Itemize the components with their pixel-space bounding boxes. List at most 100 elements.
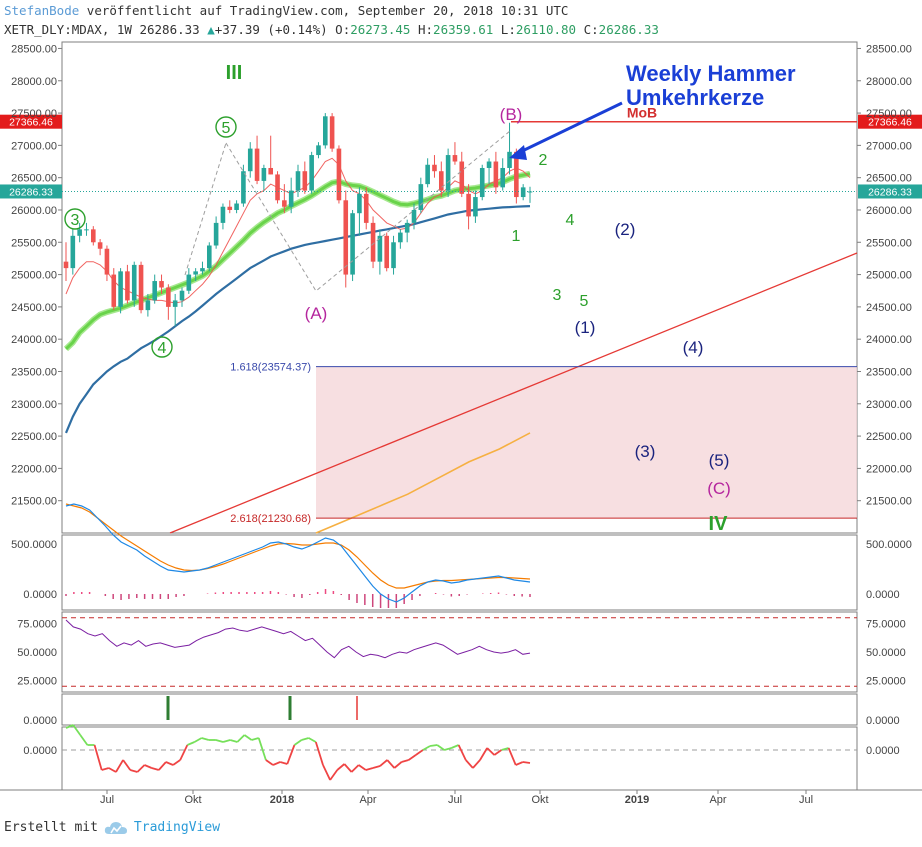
wave-label-green: 1 — [512, 228, 521, 245]
last-price-tag-right — [858, 184, 922, 199]
candle-body — [282, 200, 287, 207]
wave-label-navy: (3) — [635, 442, 656, 461]
candle-body — [186, 274, 192, 291]
pane-4-tick-left: 0.0000 — [23, 745, 57, 757]
candle-body — [63, 261, 69, 269]
oscillator-segment — [201, 737, 210, 741]
pane-2-tick-right: 25.0000 — [866, 676, 906, 688]
candle-body — [452, 155, 458, 162]
oscillator-segment — [279, 761, 288, 765]
candle-body — [432, 164, 437, 172]
change-arrow-icon: ▲ — [207, 22, 215, 37]
oscillator-segment — [515, 761, 524, 766]
y-tick-label-left: 23000.00 — [11, 399, 57, 411]
tradingview-brand[interactable]: TradingView — [133, 820, 221, 835]
wave-label-iii: III — [226, 62, 243, 84]
y-tick-label-left: 23500.00 — [11, 366, 57, 378]
oscillator-segment — [115, 759, 124, 773]
pane-1-tick-left: 0.0000 — [23, 589, 57, 601]
oscillator-segment — [322, 764, 331, 781]
candle-body — [206, 245, 212, 269]
y-tick-label-right: 26500.00 — [866, 173, 912, 185]
oscillator-segment — [358, 764, 367, 771]
last-price-tag-text-left: 26286.33 — [9, 186, 53, 198]
oscillator-segment — [130, 769, 138, 773]
y-tick-label-left: 26000.00 — [11, 205, 57, 217]
candle-body — [302, 171, 308, 191]
wave-label-green: 3 — [553, 287, 562, 304]
last-price-tag-text-right: 26286.33 — [868, 186, 912, 198]
oscillator-segment — [222, 739, 231, 743]
mob-price-tag-text-right: 27366.46 — [868, 117, 912, 129]
candle-body — [70, 235, 76, 269]
candle-body — [493, 161, 499, 188]
mob-price-tag-right — [858, 114, 922, 129]
candle-body — [370, 222, 376, 262]
candle-body — [172, 300, 178, 307]
created-with-label: Erstellt mit — [4, 820, 98, 835]
fib-zone — [316, 366, 857, 519]
pane-1-tick-right: 500.0000 — [866, 539, 912, 551]
oscillator-segment — [379, 759, 388, 767]
fib-2618-label: 2.618(21230.68) — [230, 513, 311, 525]
y-tick-label-right: 23000.00 — [866, 399, 912, 411]
candle-body — [520, 187, 526, 198]
wave-label-navy: (2) — [615, 220, 636, 239]
oscillator-segment — [108, 767, 117, 773]
oscillator-segment — [172, 759, 181, 766]
y-tick-label-left: 26500.00 — [11, 173, 57, 185]
annotation-arrow-shaft — [515, 101, 623, 156]
pane-frame-1 — [61, 534, 858, 611]
oscillator-segment — [343, 763, 353, 773]
candle-body — [404, 222, 410, 233]
oscillator-segment — [401, 759, 409, 763]
candle-body — [241, 171, 246, 204]
oscillator-segment — [422, 745, 431, 751]
wave-label-iv: IV — [709, 513, 729, 535]
candle-body — [322, 116, 328, 146]
wave-label-magenta: (C) — [707, 479, 731, 498]
y-tick-label-right: 22500.00 — [866, 431, 912, 443]
y-tick-label-left: 22000.00 — [11, 463, 57, 475]
candle-body — [425, 164, 430, 185]
footer: Erstellt mit TradingView — [4, 820, 220, 835]
candle-body — [234, 203, 239, 210]
candle-body — [479, 167, 485, 198]
candle-body — [118, 271, 123, 307]
oscillator-segment — [215, 739, 224, 743]
candle-body — [145, 300, 151, 311]
mob-price-tag-left — [0, 114, 62, 129]
candle-body — [350, 213, 355, 275]
pane-2-tick-right: 75.0000 — [866, 618, 906, 630]
author-link[interactable]: StefanBode — [4, 3, 80, 18]
candle-body — [391, 242, 396, 269]
y-tick-label-right: 24000.00 — [866, 334, 912, 346]
oscillator-segment — [444, 747, 452, 751]
oscillator-segment — [507, 747, 517, 766]
oscillator-segment — [236, 734, 246, 743]
y-tick-label-right: 27500.00 — [866, 108, 912, 120]
candle-body — [438, 171, 444, 191]
candle-body — [193, 271, 198, 275]
candle-body — [90, 229, 96, 243]
chart-canvas[interactable]: MoB 27366.46 27366.46 1.618(23574.37) 2.618(… — [0, 0, 922, 815]
candle-body — [295, 171, 301, 191]
candle-body — [247, 148, 253, 172]
oscillator-segment — [365, 767, 374, 771]
oscillator-segment — [501, 747, 509, 751]
y-tick-label-right: 22000.00 — [866, 463, 912, 475]
candle-body — [411, 209, 417, 223]
candle-body — [418, 184, 424, 210]
x-tick-label: Jul — [100, 794, 114, 806]
candle-body — [131, 264, 137, 301]
candle-body — [377, 235, 383, 262]
oscillator-segment — [257, 737, 267, 761]
candle-body — [466, 193, 471, 217]
oscillator-segment — [187, 741, 195, 746]
candle-body — [288, 190, 294, 207]
wave-label-green: 5 — [580, 293, 589, 310]
oscillator-segment — [465, 759, 474, 769]
candle-body — [166, 287, 171, 307]
pane-2-tick-left: 25.0000 — [17, 676, 57, 688]
y-tick-label-left: 24000.00 — [11, 334, 57, 346]
